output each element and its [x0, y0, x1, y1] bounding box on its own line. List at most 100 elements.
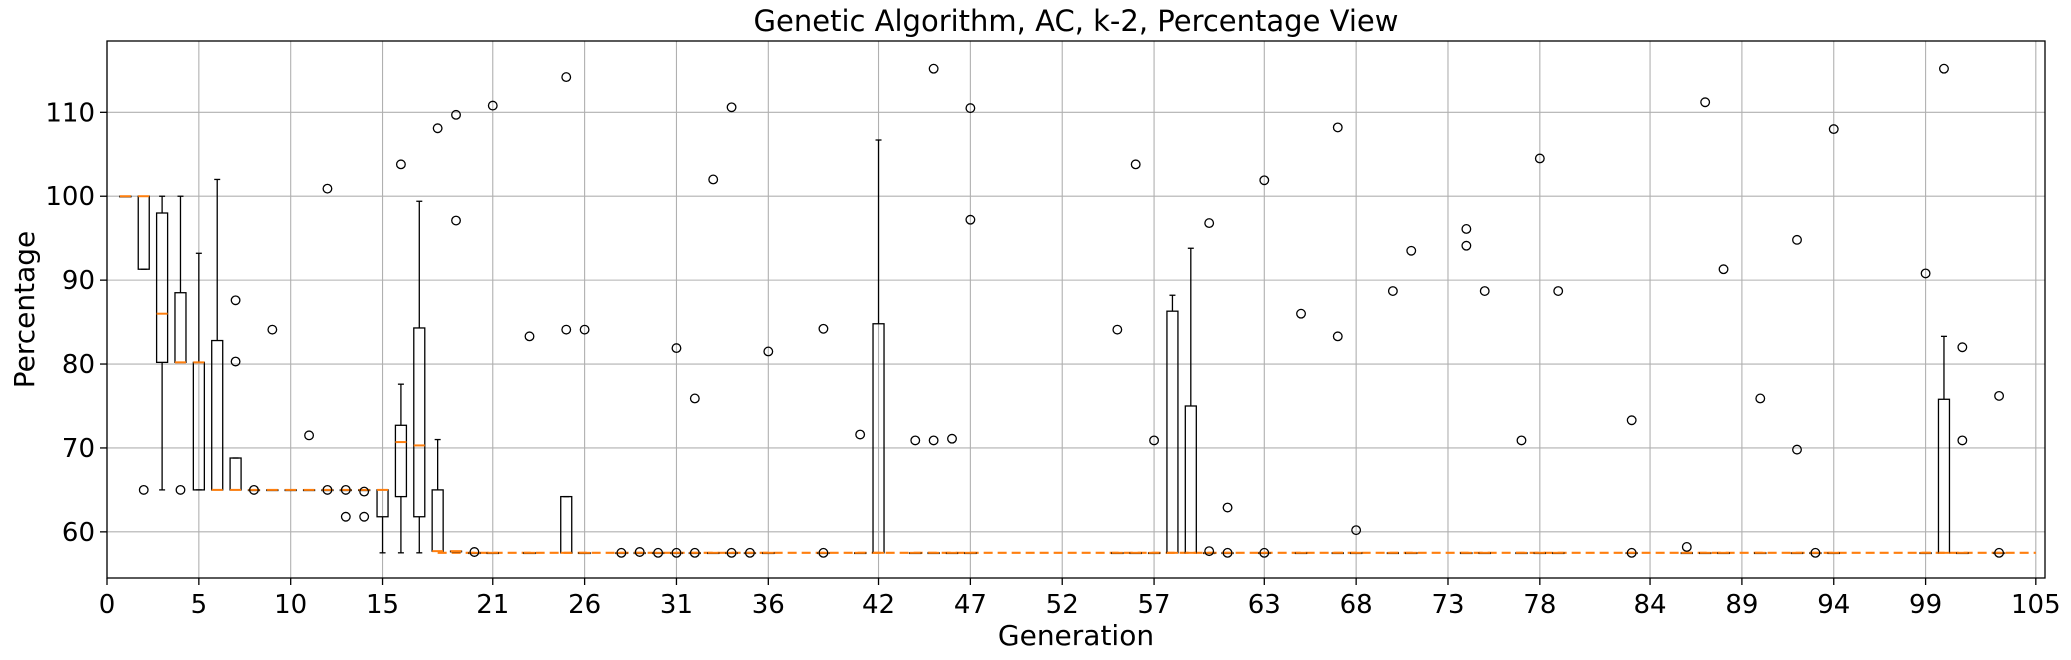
box-generation-5 — [192, 252, 205, 491]
outlier-point — [1792, 444, 1802, 455]
outlier-point — [616, 547, 627, 558]
outlier-point — [1406, 245, 1417, 256]
box-generation-94 — [1827, 551, 1840, 555]
box-generation-92 — [1790, 551, 1804, 555]
outlier-point — [1479, 286, 1490, 296]
outlier-point — [1259, 175, 1270, 186]
outlier-point — [1957, 342, 1968, 353]
outlier-point — [818, 547, 829, 558]
outlier-point — [469, 547, 480, 557]
outlier-point — [138, 484, 149, 495]
outlier-point — [1351, 525, 1362, 536]
iqr-box — [394, 424, 408, 498]
outlier-point — [708, 174, 719, 185]
outlier-point — [359, 511, 370, 522]
outlier-point — [1222, 502, 1233, 513]
box-generation-18 — [431, 438, 444, 553]
box-generation-57 — [1147, 551, 1161, 555]
outlier-point — [928, 435, 939, 446]
outlier-point — [561, 72, 572, 83]
outlier-point — [1626, 415, 1637, 426]
outlier-point — [340, 484, 351, 495]
y-tick-label: 70 — [62, 434, 95, 464]
outlier-point — [1994, 547, 2005, 558]
box-generation-46 — [945, 551, 959, 555]
outlier-point — [1516, 435, 1527, 446]
box-generation-17 — [413, 200, 426, 554]
outlier-point — [744, 547, 755, 558]
outlier-point — [1957, 435, 1968, 446]
box-generation-78 — [1533, 551, 1546, 555]
chart-title: Genetic Algorithm, AC, k-2, Percentage V… — [754, 4, 1399, 38]
x-tick-label: 105 — [2011, 590, 2061, 620]
box-generation-55 — [1111, 551, 1124, 555]
outlier-point — [1810, 547, 1821, 558]
box-generation-7 — [229, 457, 242, 491]
box-generation-33 — [707, 551, 720, 555]
outlier-point — [689, 547, 700, 558]
outlier-point — [561, 324, 572, 335]
x-tick-label: 84 — [1634, 590, 1667, 620]
outlier-point — [928, 63, 939, 74]
outlier-point — [910, 435, 921, 446]
box-generation-90 — [1754, 551, 1767, 555]
outlier-point — [1296, 308, 1306, 319]
box-generation-25 — [560, 495, 573, 554]
outlier-point — [1222, 547, 1233, 558]
grid-lines — [106, 41, 2045, 578]
outlier-point — [230, 356, 241, 367]
x-tick-label: 57 — [1138, 590, 1171, 620]
outlier-point — [1130, 159, 1141, 170]
box-generation-79 — [1552, 551, 1565, 555]
outlier-point — [1700, 97, 1711, 108]
box-generation-9 — [266, 488, 279, 492]
outlier-point — [1204, 546, 1215, 557]
outlier-point — [1828, 124, 1839, 135]
outlier-point — [1387, 286, 1398, 296]
x-tick-label: 99 — [1909, 590, 1942, 620]
box-generation-70 — [1386, 551, 1400, 555]
box-generation-45 — [927, 551, 940, 555]
box-generation-56 — [1129, 551, 1142, 555]
box-generation-3 — [155, 195, 169, 491]
outlier-point — [1939, 63, 1949, 74]
outlier-point — [965, 103, 976, 114]
box-generation-68 — [1349, 551, 1363, 555]
outlier-point — [432, 123, 443, 134]
box-generation-41 — [854, 551, 867, 555]
box-generation-4 — [174, 195, 187, 364]
y-axis-title: Percentage — [8, 231, 41, 389]
box-generation-11 — [302, 488, 316, 492]
outlier-point — [1204, 218, 1215, 229]
box-generation-99 — [1919, 551, 1932, 555]
outlier-point — [1461, 240, 1472, 251]
box-generation-100 — [1937, 335, 1951, 554]
x-tick-label: 42 — [862, 590, 895, 620]
box-generation-21 — [486, 551, 499, 555]
outlier-point — [340, 511, 351, 522]
outlier-point — [267, 324, 278, 335]
x-tick-label: 0 — [99, 590, 116, 620]
x-tick-label: 94 — [1817, 590, 1850, 620]
outlier-point — [653, 547, 664, 558]
plot-area-frame — [106, 40, 2046, 579]
outlier-point — [726, 547, 737, 558]
box-generation-6 — [211, 178, 224, 491]
outlier-point — [249, 484, 259, 495]
outlier-point — [1718, 264, 1729, 275]
box-generation-47 — [964, 551, 977, 555]
outlier-point — [524, 331, 535, 342]
box-generation-42 — [872, 139, 885, 554]
outlier-point — [1626, 547, 1637, 558]
outlier-point — [671, 343, 682, 354]
box-generation-67 — [1331, 551, 1344, 555]
box-generation-26 — [578, 551, 591, 555]
y-tick-label: 60 — [62, 518, 95, 548]
x-tick-label: 52 — [1046, 590, 1079, 620]
y-tick-label: 90 — [62, 266, 95, 296]
x-tick-label: 31 — [660, 590, 693, 620]
iqr-box — [413, 327, 426, 518]
outlier-point — [1755, 393, 1766, 404]
